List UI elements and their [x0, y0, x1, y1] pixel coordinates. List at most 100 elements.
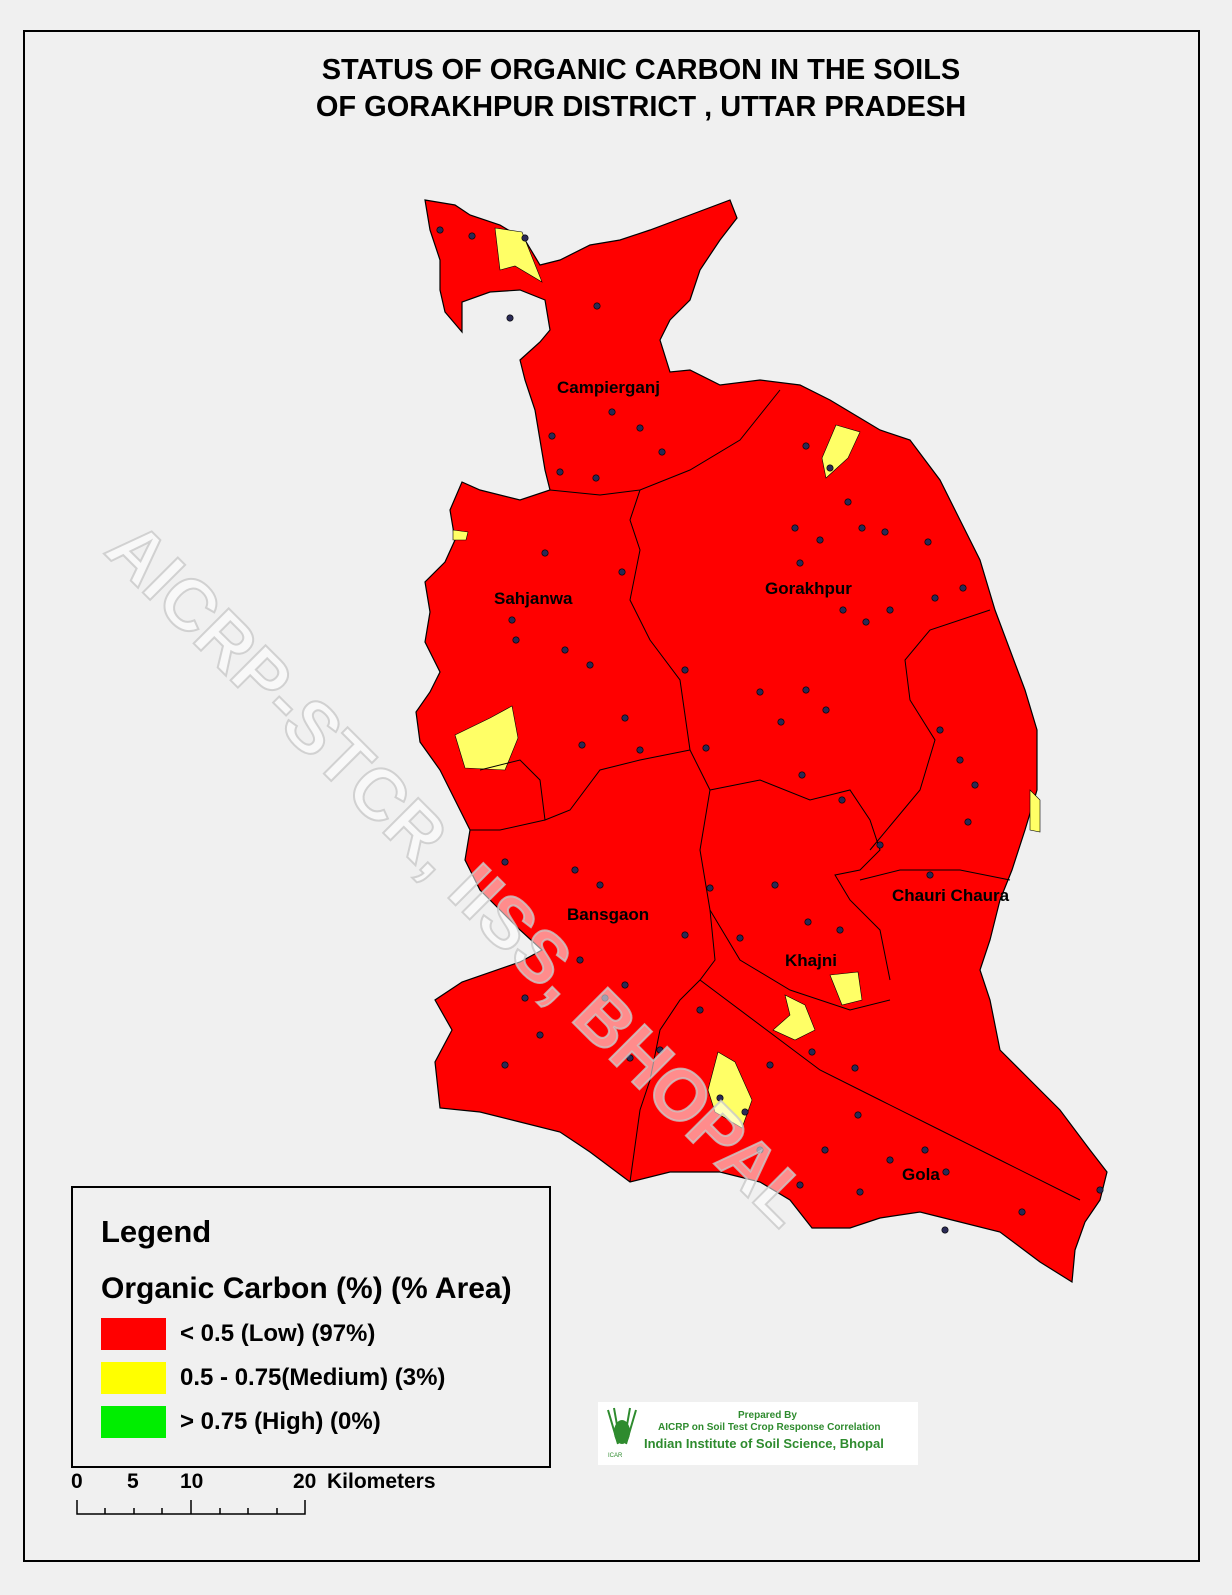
sample-point: [808, 1048, 816, 1056]
logo-text: ICAR: [608, 1453, 623, 1459]
label-gola: Gola: [902, 1165, 940, 1184]
sample-point: [802, 686, 810, 694]
sample-point: [508, 616, 516, 624]
sample-point: [506, 314, 514, 322]
medium-patch: [772, 994, 816, 1041]
district-low-area: [415, 199, 1108, 1284]
sample-point: [756, 688, 764, 696]
sample-point: [716, 1094, 724, 1102]
legend-swatch-yellow: [101, 1362, 166, 1394]
sample-point: [626, 1054, 634, 1062]
medium-patch: [452, 529, 469, 541]
legend-title: Legend: [101, 1214, 212, 1249]
sample-point: [766, 1061, 774, 1069]
sample-point: [921, 1146, 929, 1154]
sample-point: [658, 448, 666, 456]
label-chauri-chaura: Chauri Chaura: [892, 886, 1010, 905]
sample-point: [936, 726, 944, 734]
sample-point: [621, 714, 629, 722]
sample-point: [578, 741, 586, 749]
title-line-2: OF GORAKHPUR DISTRICT , UTTAR PRADESH: [315, 91, 967, 123]
credit-line-2: AICRP on Soil Test Crop Response Correla…: [658, 1422, 881, 1433]
scale-tick-label: 5: [127, 1470, 139, 1493]
sample-point: [796, 1181, 804, 1189]
sample-point: [521, 234, 529, 242]
label-sahjanwa: Sahjanwa: [494, 589, 573, 608]
medium-patches: [452, 227, 1041, 1129]
medium-patch: [829, 971, 863, 1006]
sample-point: [736, 934, 744, 942]
sample-point: [601, 994, 609, 1002]
sample-point: [804, 918, 812, 926]
label-bansgaon: Bansgaon: [567, 905, 649, 924]
sample-point: [586, 661, 594, 669]
sample-point: [844, 498, 852, 506]
scale-unit: Kilometers: [327, 1470, 436, 1493]
sample-point: [556, 468, 564, 476]
legend-item-high: > 0.75 (High) (0%): [101, 1406, 381, 1438]
block-boundaries: [470, 389, 1081, 1201]
credit-line-1: Prepared By: [738, 1410, 797, 1421]
sample-point: [856, 1188, 864, 1196]
place-labels: Campierganj Sahjanwa Gorakhpur Chauri Ch…: [494, 378, 1010, 1184]
sample-point: [548, 432, 556, 440]
sample-point: [964, 818, 972, 826]
sample-point: [886, 1156, 894, 1164]
label-khajni: Khajni: [785, 951, 837, 970]
sample-point: [931, 594, 939, 602]
sample-point: [851, 1064, 859, 1072]
sample-point: [521, 994, 529, 1002]
sample-point: [956, 756, 964, 764]
sample-point: [593, 302, 601, 310]
sample-point: [854, 1111, 862, 1119]
sample-point: [436, 226, 444, 234]
sample-point: [541, 549, 549, 557]
sample-point: [1096, 1186, 1104, 1194]
sample-point: [576, 956, 584, 964]
sample-point: [681, 931, 689, 939]
sample-point: [656, 1046, 664, 1054]
legend-label: > 0.75 (High) (0%): [180, 1408, 381, 1435]
scale-tick-label: 0: [71, 1470, 83, 1493]
sample-point: [621, 981, 629, 989]
sample-point: [971, 781, 979, 789]
legend-swatch-green: [101, 1406, 166, 1438]
icar-logo-icon: [607, 1407, 637, 1445]
sample-point: [592, 474, 600, 482]
sample-point: [696, 1006, 704, 1014]
sample-point: [706, 884, 714, 892]
sample-point: [926, 871, 934, 879]
medium-patch: [707, 1051, 753, 1129]
medium-patch: [494, 227, 543, 283]
legend-swatch-red: [101, 1318, 166, 1350]
legend-label: 0.5 - 0.75(Medium) (3%): [180, 1364, 446, 1391]
medium-patch: [454, 705, 519, 771]
medium-patch: [1029, 789, 1041, 833]
sample-point: [777, 718, 785, 726]
sample-point: [862, 618, 870, 626]
title-line-1: STATUS OF ORGANIC CARBON IN THE SOILS: [321, 54, 961, 86]
sample-point: [468, 232, 476, 240]
sample-point: [839, 606, 847, 614]
label-gorakhpur: Gorakhpur: [765, 579, 852, 598]
sample-point: [771, 881, 779, 889]
sample-point: [608, 408, 616, 416]
label-campierganj: Campierganj: [557, 378, 660, 397]
sample-point: [512, 636, 520, 644]
sample-point: [822, 706, 830, 714]
sample-point: [561, 646, 569, 654]
sample-point: [636, 746, 644, 754]
legend-item-medium: 0.5 - 0.75(Medium) (3%): [101, 1362, 445, 1394]
sample-point: [798, 771, 806, 779]
sample-point: [596, 881, 604, 889]
sample-point: [796, 559, 804, 567]
sample-point: [941, 1226, 949, 1234]
sample-point: [826, 464, 834, 472]
sample-point: [791, 524, 799, 532]
sample-point: [876, 841, 884, 849]
sample-point: [681, 666, 689, 674]
sample-point: [886, 606, 894, 614]
sample-point: [821, 1146, 829, 1154]
scale-tick-label: 20: [293, 1470, 317, 1493]
scale-bar-ruler: [76, 1500, 306, 1515]
